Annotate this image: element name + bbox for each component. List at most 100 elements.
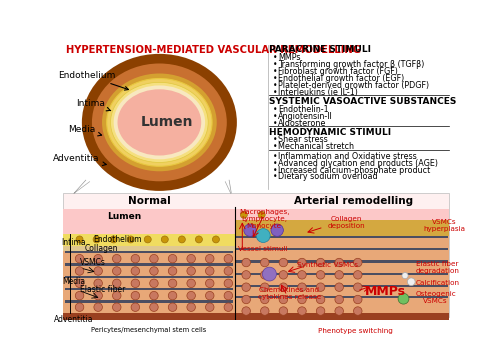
Bar [64,193,449,317]
Text: MMPs: MMPs [365,285,406,298]
Text: Chemokines and
cytokines release: Chemokines and cytokines release [258,287,321,300]
Circle shape [187,292,196,300]
Circle shape [76,236,83,243]
Text: Elastic fiber
degradation: Elastic fiber degradation [415,261,459,274]
Text: •: • [274,112,278,121]
Text: PARACRINE STIMULI: PARACRINE STIMULI [270,45,372,55]
Circle shape [94,292,102,300]
Text: SYSTEMIC VASOACTIVE SUBSTANCES: SYSTEMIC VASOACTIVE SUBSTANCES [270,97,457,106]
Bar [234,236,449,313]
Text: Mechanical stretch: Mechanical stretch [278,143,354,151]
Circle shape [279,258,287,267]
Circle shape [94,279,102,288]
Circle shape [354,295,362,304]
Text: Lumen: Lumen [141,115,194,129]
Circle shape [112,303,121,311]
Text: Vessel stimuli: Vessel stimuli [238,246,288,252]
Circle shape [242,295,250,304]
Ellipse shape [118,89,201,155]
Text: Intima: Intima [76,99,110,111]
Circle shape [335,295,344,304]
Circle shape [316,307,325,315]
Circle shape [335,271,344,279]
Circle shape [131,303,140,311]
Text: Endothelial growth factor (EGF): Endothelial growth factor (EGF) [278,74,404,83]
Bar [65,263,233,266]
Text: Normal: Normal [128,196,170,206]
Bar [65,300,233,303]
Text: •: • [274,118,278,127]
Text: •: • [274,74,278,83]
Bar [234,209,449,220]
Circle shape [260,307,269,315]
Bar [65,288,233,290]
Circle shape [242,258,250,267]
Text: VSMCs: VSMCs [80,258,106,267]
Bar [64,251,234,313]
Circle shape [94,255,102,263]
Circle shape [131,292,140,300]
Circle shape [127,236,134,243]
Circle shape [298,258,306,267]
Circle shape [94,303,102,311]
Ellipse shape [114,85,205,159]
Circle shape [354,258,362,267]
Text: Dietary sodium overload: Dietary sodium overload [278,172,378,181]
Text: Angiotensin-II: Angiotensin-II [278,112,332,121]
Circle shape [279,307,287,315]
Text: Adventitia: Adventitia [53,154,106,165]
Text: •: • [274,159,278,168]
Circle shape [260,283,269,292]
Circle shape [144,236,151,243]
Text: MMPs: MMPs [278,53,300,62]
Text: Media: Media [62,277,85,286]
Text: Calcification: Calcification [415,280,459,286]
Circle shape [76,279,84,288]
Circle shape [187,303,196,311]
Text: Lumen: Lumen [108,212,142,221]
Circle shape [150,279,158,288]
Circle shape [131,267,140,275]
Circle shape [244,224,256,236]
Text: Transforming growth factor β (TGFβ): Transforming growth factor β (TGFβ) [278,60,424,69]
Bar [65,251,233,253]
Circle shape [131,279,140,288]
Text: Adventitia: Adventitia [54,315,93,324]
Bar [64,209,234,234]
Circle shape [76,292,84,300]
Text: •: • [274,165,278,174]
Text: •: • [274,53,278,62]
Ellipse shape [82,54,237,191]
Bar [236,248,448,250]
Circle shape [196,236,202,243]
Text: Macrophages,
Lymphocyte,
Monocyte: Macrophages, Lymphocyte, Monocyte [239,209,289,229]
Circle shape [335,283,344,292]
Circle shape [354,283,362,292]
Ellipse shape [110,82,208,162]
Circle shape [150,292,158,300]
Text: Elastic fiber: Elastic fiber [80,285,126,294]
Text: Collagen
deposition: Collagen deposition [328,216,365,229]
Ellipse shape [102,74,216,171]
Circle shape [150,267,158,275]
Circle shape [168,267,177,275]
Circle shape [256,229,270,243]
Bar [236,236,448,238]
Bar [234,313,449,326]
Circle shape [224,292,232,300]
Text: HYPERTENSION-MEDIATED VASCULAR REMODELLING: HYPERTENSION-MEDIATED VASCULAR REMODELLI… [66,45,360,55]
Circle shape [168,279,177,288]
Circle shape [279,295,287,304]
Text: Increased calcium-phosphate product: Increased calcium-phosphate product [278,165,430,174]
Circle shape [271,224,283,236]
Text: •: • [274,88,278,97]
Ellipse shape [92,64,227,181]
Text: Arterial remodelling: Arterial remodelling [294,196,413,206]
Text: •: • [274,81,278,90]
Circle shape [112,279,121,288]
Bar [236,285,448,287]
Circle shape [76,303,84,311]
Circle shape [112,267,121,275]
Text: Aldosterone: Aldosterone [278,118,326,127]
Text: Inflammation and Oxidative stress: Inflammation and Oxidative stress [278,151,416,160]
